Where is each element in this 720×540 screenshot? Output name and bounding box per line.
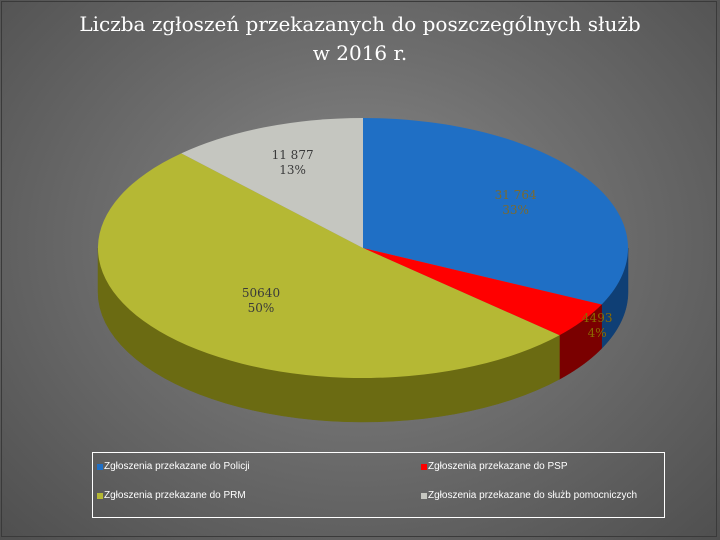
legend-item-pomocnicze: Zgłoszenia przekazane do służb pomocnicz… [421,490,637,501]
data-label-percent-prm: 50% [248,301,275,315]
data-label-percent-psp: 4% [588,326,607,340]
data-label-value-psp: 4493 [582,311,613,325]
legend-swatch-policja [97,463,103,470]
legend-label-policja: Zgłoszenia przekazane do Policji [104,461,250,472]
chart-title-line-1: Liczba zgłoszeń przekazanych do poszczeg… [79,12,641,36]
data-label-percent-policja: 33% [502,203,529,217]
pie-slice-prm [97,153,560,379]
data-label-value-policja: 31 764 [495,188,537,202]
chart-title-line-2: w 2016 r. [312,41,408,65]
data-label-value-pomocnicze: 11 877 [272,148,314,162]
legend-label-prm: Zgłoszenia przekazane do PRM [104,490,246,501]
legend-item-psp: Zgłoszenia przekazane do PSP [421,461,568,472]
data-label-value-prm: 50640 [242,286,280,300]
chart-legend: Zgłoszenia przekazane do Policji Zgłosze… [92,452,665,518]
chart-title: Liczba zgłoszeń przekazanych do poszczeg… [0,10,720,68]
pie-slice-pomocnicze [181,118,363,248]
legend-swatch-prm [97,492,103,499]
legend-item-policja: Zgłoszenia przekazane do Policji [97,461,250,472]
pie-slice-policja [363,118,629,305]
legend-item-prm: Zgłoszenia przekazane do PRM [97,490,246,501]
pie-slice-psp [363,248,602,336]
data-label-percent-pomocnicze: 13% [279,163,306,177]
legend-label-psp: Zgłoszenia przekazane do PSP [428,461,568,472]
legend-swatch-pomocnicze [421,492,427,499]
legend-label-pomocnicze: Zgłoszenia przekazane do służb pomocnicz… [428,490,637,501]
legend-swatch-psp [421,463,427,470]
